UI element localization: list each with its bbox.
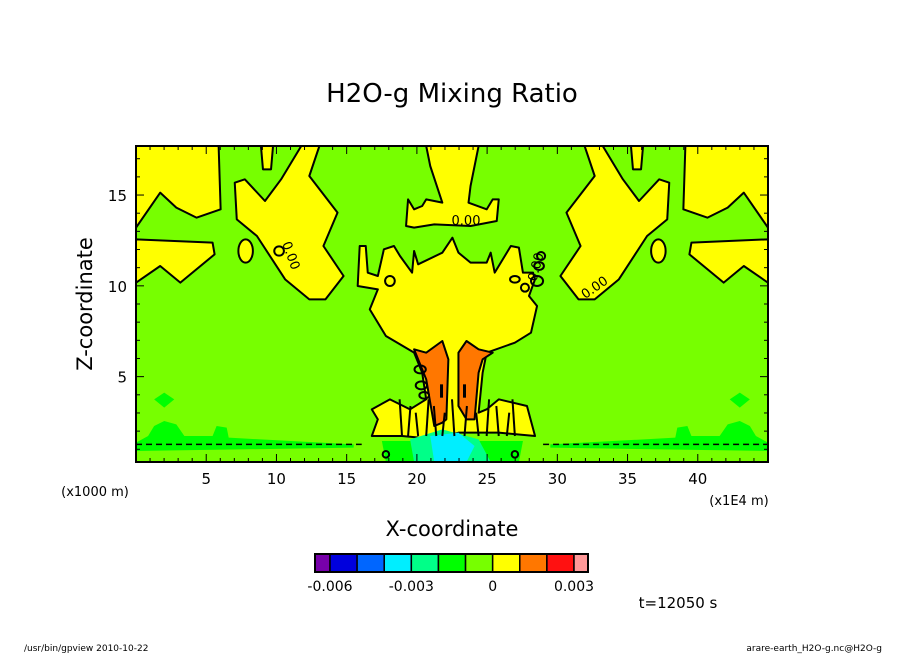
x-tick-label: 35 [618,470,637,488]
x-tick-label: 10 [267,470,286,488]
contour-spike [442,413,444,436]
contour-loop [415,365,426,373]
x-tick-label: 20 [407,470,426,488]
contour-spike [507,413,509,436]
plot-area: 0.000.000.000.00 [136,146,769,462]
colorbar-swatch [410,553,440,573]
y-unit-label: (x1000 m) [61,485,129,500]
contour-loop [385,276,395,286]
x-tick-label: 25 [478,470,497,488]
contour-spike [512,399,514,436]
x-axis-label: X-coordinate [386,517,519,541]
contour-spike [408,406,410,436]
contour-region-left-0 [136,146,221,228]
colorbar-swatch [329,553,358,573]
contour-loop [534,262,544,270]
colorbar-frame [314,553,589,573]
contour-loop [383,451,389,458]
y-tick-label: 15 [108,187,127,205]
contour-loop [416,381,427,389]
footer-left: /usr/bin/gpview 2010-10-22 [24,644,148,654]
colorbar-tick-label: 0.003 [554,579,594,595]
contour-region-right-0 [683,146,769,228]
contour-spike [434,406,436,436]
contour-loop [510,276,520,283]
x-tick-label: 15 [337,470,356,488]
surface-region-driest [430,432,475,462]
colorbar-swatch [573,553,589,573]
colorbar-swatch [437,553,467,573]
colorbar-tick-label: 0 [488,579,497,595]
y-tick-label: 5 [117,369,127,387]
low-level-patch [729,392,750,408]
contour-region-right-2 [560,146,669,299]
colorbar: -0.006 -0.003 0 0.003 [307,553,594,595]
footer-right: arare-earth_H2O-g.nc@H2O-g [746,644,882,654]
contour-label: 0.00 [526,251,548,283]
contour-region-right-1 [689,239,769,282]
x-tick-label: 40 [688,470,707,488]
low-level-region [136,421,354,451]
colorbar-swatch [383,553,413,573]
upper-plume [406,146,499,228]
contour-spike [426,399,428,436]
contour-spike [400,399,402,436]
colorbar-swatch [314,553,331,573]
contour-region-left-2 [235,146,344,299]
contour-loop [274,246,284,255]
time-label: t=12050 s [639,594,718,612]
contour-spike [452,399,454,436]
contour-region-right-3 [631,146,643,169]
contour-region-left-1 [136,239,215,282]
moist-core-right [458,341,492,419]
axes: 5 10 15 20 25 30 35 40 5 10 15 [108,145,769,488]
contour-spike [496,406,498,436]
colorbar-swatch [546,553,575,573]
x-tick-label: 30 [548,470,567,488]
contour-loop [419,392,429,399]
contour-spike [476,413,478,436]
colorbar-swatch [491,553,521,573]
y-axis-label: Z-coordinate [73,237,97,371]
contour-island [651,239,666,262]
colorbar-tick-label: -0.006 [307,579,352,595]
contour-region-left-3 [261,146,273,169]
contour-island [238,239,253,262]
y-tick-label: 10 [108,278,127,296]
contour-spike [464,406,466,436]
contour-loop [537,252,545,260]
colorbar-swatch [519,553,548,573]
x-unit-label: (x1E4 m) [709,494,768,509]
colorbar-swatch [464,553,494,573]
low-level-region [550,421,768,451]
colorbar-swatch [356,553,385,573]
contour-spike [416,413,418,436]
chart-title: H2O-g Mixing Ratio [326,79,578,109]
contour-loop [521,284,529,292]
low-level-patch [154,392,175,408]
contour-loop [531,276,543,286]
colorbar-tick-label: -0.003 [389,579,434,595]
contour-spike [487,399,489,436]
contour-label: 0.00 [452,214,481,229]
contour-loop [512,451,518,458]
x-tick-label: 5 [201,470,211,488]
central-plume [358,238,537,440]
